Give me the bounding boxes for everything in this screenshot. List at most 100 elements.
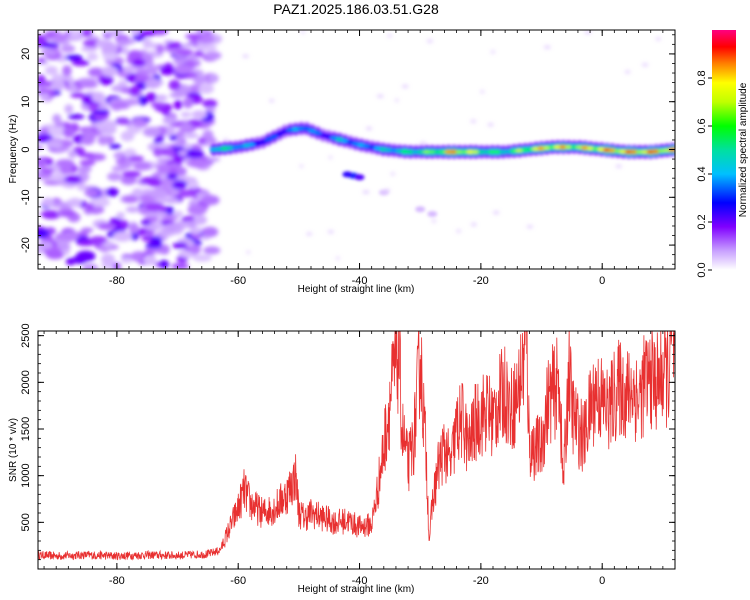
noise-blob: [179, 123, 194, 130]
y-tick-label: 500: [20, 513, 32, 531]
noise-blob: [59, 164, 73, 175]
noise-speckle: [527, 225, 533, 228]
noise-blob: [120, 46, 129, 55]
noise-blob: [120, 175, 137, 185]
y-tick-label: 20: [20, 48, 32, 60]
noise-blob: [185, 33, 202, 39]
noise-blob: [77, 182, 86, 191]
noise-blob: [128, 223, 140, 234]
noise-blob: [163, 197, 180, 204]
noise-blob: [38, 158, 47, 169]
noise-speckle: [402, 85, 409, 88]
x-tick-label: -60: [230, 275, 246, 287]
colorbar-tick-label: 0.2: [696, 214, 708, 229]
noise-blob: [97, 135, 109, 146]
noise-blob: [45, 65, 58, 76]
noise-blob: [204, 51, 222, 60]
noise-blob: [55, 232, 70, 241]
noise-blob: [143, 126, 162, 137]
noise-blob: [89, 197, 108, 205]
noise-blob: [85, 203, 95, 212]
noise-speckle: [471, 223, 477, 226]
noise-blob: [65, 257, 76, 266]
noise-blob: [131, 58, 146, 67]
faint-branch-blob: [354, 174, 365, 181]
noise-blob: [189, 244, 201, 255]
noise-blob: [80, 135, 95, 146]
noise-blob: [70, 92, 87, 98]
noise-speckle: [328, 156, 332, 159]
noise-blob: [88, 103, 98, 113]
noise-blob: [103, 241, 114, 248]
noise-blob: [50, 201, 68, 207]
noise-blob: [156, 142, 170, 148]
noise-speckle: [543, 46, 551, 49]
snr-panel: -80 -60 -40 -20 0 500 1000 1500 2000 2500 Height …: [8, 323, 676, 595]
noise-blob: [148, 66, 159, 76]
noise-blob: [68, 150, 77, 159]
noise-blob: [81, 30, 93, 38]
noise-speckle: [390, 172, 395, 176]
noise-blob: [174, 64, 192, 75]
noise-blob: [206, 156, 221, 162]
spectrogram-ylabel: Frequency (Hz): [8, 115, 19, 184]
noise-blob: [117, 38, 129, 46]
noise-blob: [142, 38, 153, 49]
noise-blob: [120, 257, 133, 264]
noise-blob: [68, 197, 83, 208]
noise-blob: [132, 118, 146, 128]
noise-blob: [80, 46, 98, 52]
noise-speckle: [377, 95, 384, 98]
noise-speckle: [456, 229, 461, 233]
noise-blob: [202, 99, 218, 108]
noise-blob: [40, 167, 54, 174]
noise-blob: [192, 254, 212, 262]
noise-blob: [173, 140, 185, 147]
track-segment: [308, 129, 317, 133]
colorbar-tick-label: 0.0: [696, 262, 708, 277]
noise-blob: [122, 195, 139, 204]
noise-blob: [109, 143, 122, 150]
noise-blob: [98, 120, 118, 129]
noise-blob: [165, 223, 183, 229]
noise-speckle: [387, 34, 392, 37]
spectrogram-image: [38, 30, 675, 269]
noise-blob: [159, 259, 169, 269]
noise-blob: [41, 197, 55, 208]
y-tick-label: -10: [20, 189, 32, 205]
noise-blob: [173, 210, 184, 218]
noise-blob: [107, 172, 122, 182]
noise-blob: [117, 72, 129, 78]
noise-blob: [182, 97, 194, 109]
noise-blob: [122, 98, 141, 106]
noise-blob: [155, 94, 168, 101]
noise-blob: [173, 99, 183, 110]
colorbar-tick-label: 0.4: [696, 166, 708, 181]
noise-blob: [168, 79, 181, 91]
noise-speckle: [301, 30, 305, 34]
noise-blob: [105, 187, 119, 197]
snr-ylabel: SNR (10 * v/v): [8, 418, 19, 482]
colorbar-label: Normalized spectral amplitude: [738, 82, 749, 217]
noise-blob: [68, 83, 78, 93]
noise-blob: [111, 165, 127, 172]
noise-speckle: [427, 39, 433, 43]
noise-blob: [198, 83, 214, 94]
noise-blob: [79, 82, 99, 89]
noise-blob: [161, 106, 170, 116]
noise-blob: [46, 250, 64, 260]
noise-speckle: [470, 120, 476, 123]
noise-blob: [129, 85, 141, 97]
snr-ticks: -80 -60 -40 -20 0 500 1000 1500 2000 2500: [20, 323, 676, 587]
noise-blob: [102, 30, 122, 36]
figure-title: PAZ1.2025.186.03.51.G28: [273, 1, 439, 17]
noise-blob: [91, 91, 106, 103]
noise-blob: [145, 92, 157, 103]
noise-blob: [71, 59, 90, 66]
y-tick-label: 10: [20, 96, 32, 108]
faint-branch-blob: [378, 189, 389, 196]
noise-blob: [169, 134, 178, 141]
noise-blob: [190, 227, 203, 235]
noise-blob: [128, 155, 144, 162]
